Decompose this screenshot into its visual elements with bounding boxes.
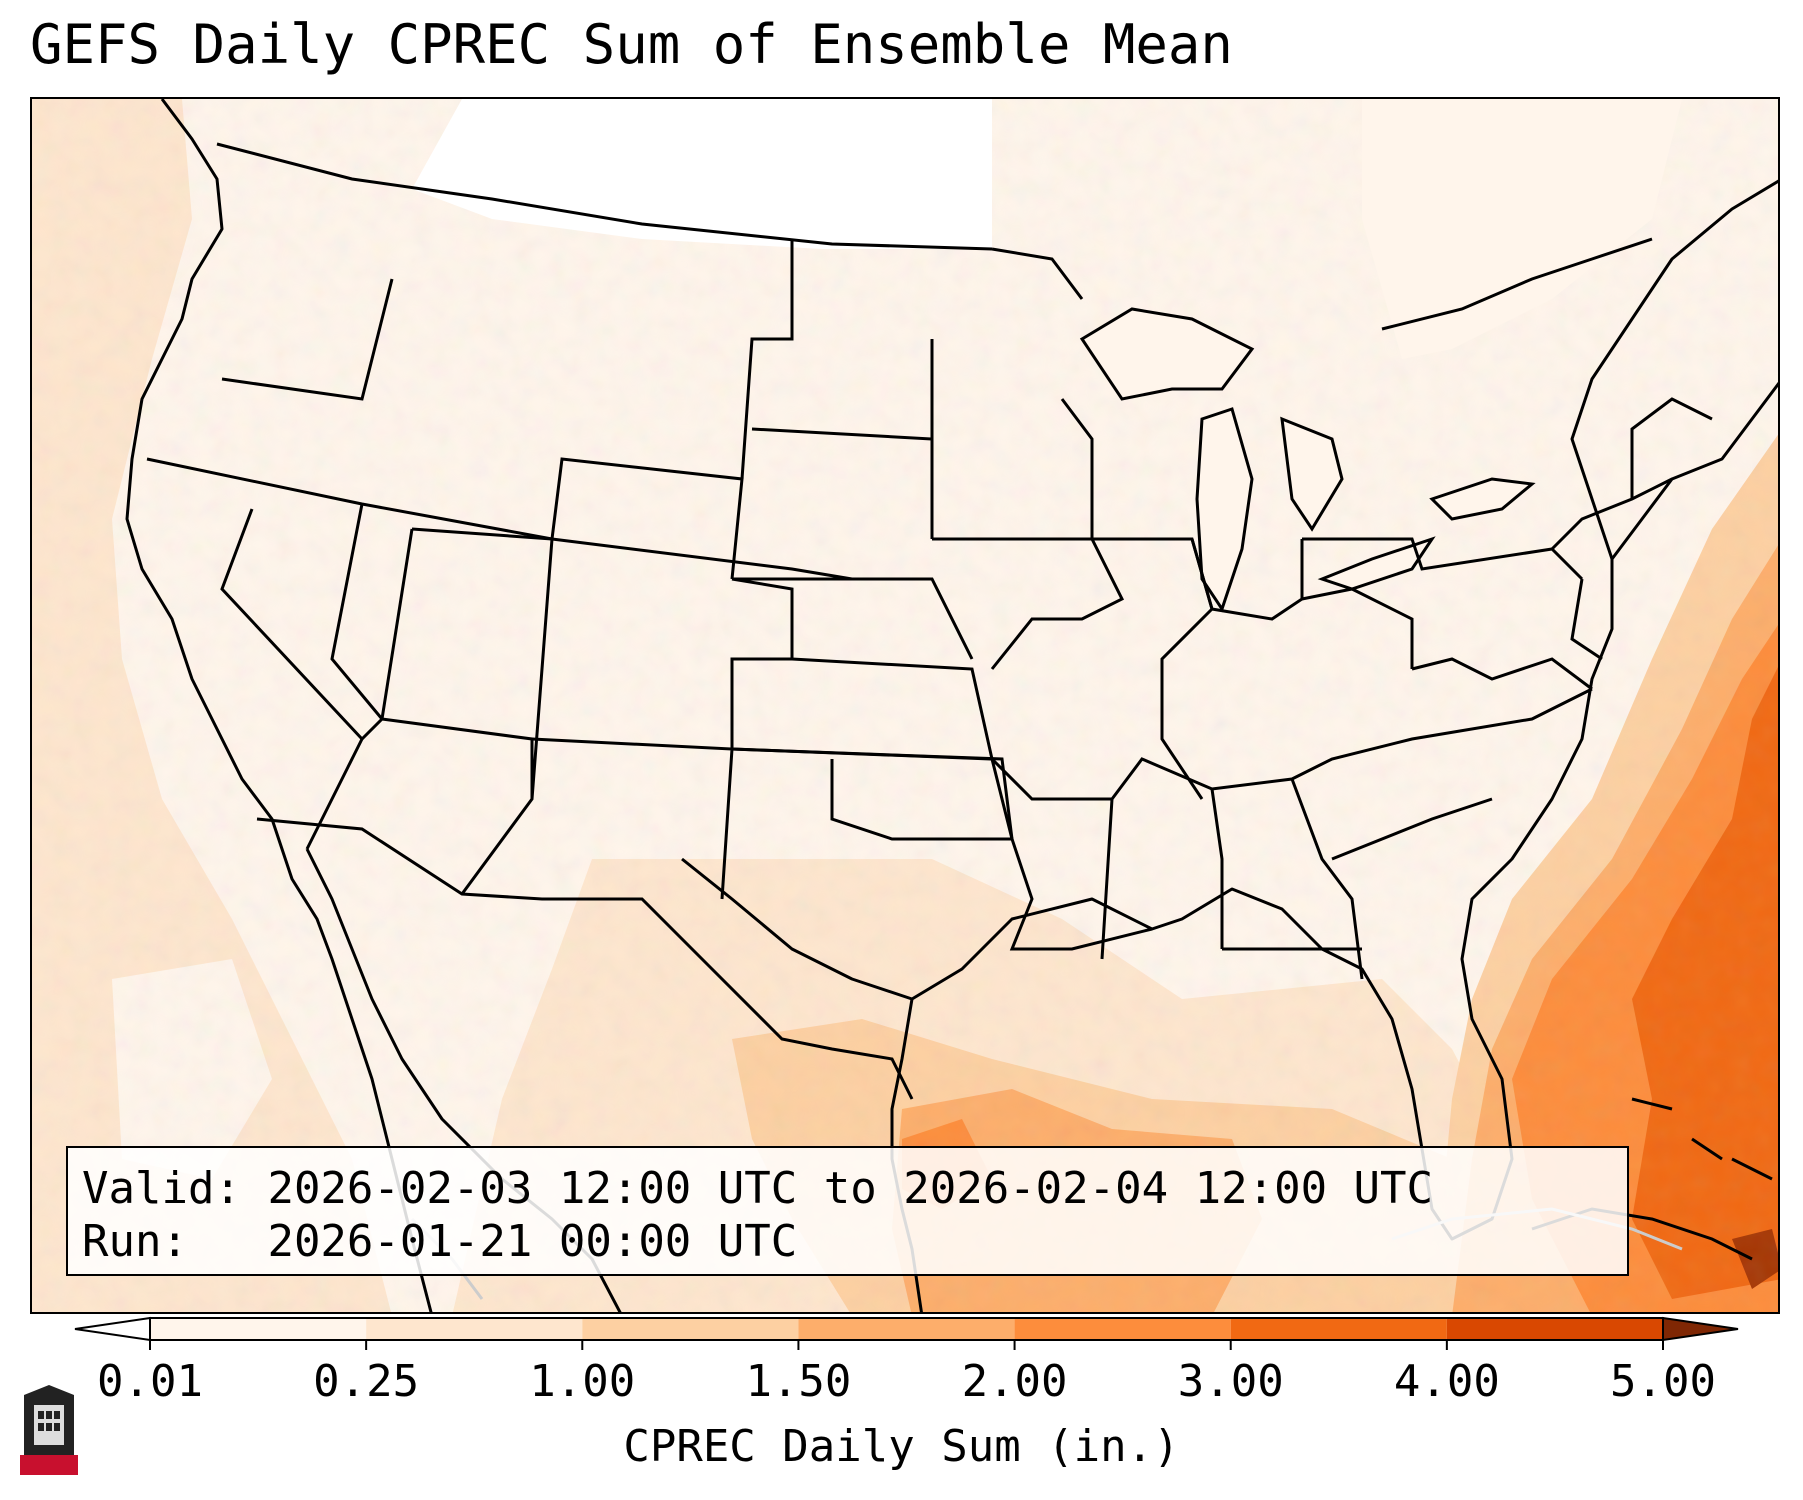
colorbar-segment [1446, 1318, 1663, 1340]
info-box: Valid: 2026-02-03 12:00 UTC to 2026-02-0… [66, 1146, 1629, 1276]
colorbar-tick-label: 3.00 [1177, 1356, 1284, 1407]
colorbar-tick-label: 0.25 [313, 1356, 420, 1407]
colorbar-segment [582, 1318, 799, 1340]
colorbar-tick-label: 0.01 [97, 1356, 203, 1407]
colorbar [74, 1316, 1739, 1350]
colorbar-segment [366, 1318, 583, 1340]
colorbar-tick-label: 1.00 [529, 1356, 636, 1407]
colorbar-segment [798, 1318, 1015, 1340]
colorbar-tick-label: 2.00 [961, 1356, 1068, 1407]
country-borders [216, 142, 1653, 1100]
colorbar-segment [1014, 1318, 1231, 1340]
colorbar-tick-label: 1.50 [745, 1356, 852, 1407]
valid-value: 2026-02-03 12:00 UTC to 2026-02-04 12:00… [267, 1163, 1434, 1214]
colorbar-label: CPREC Daily Sum (in.) [623, 1421, 1180, 1472]
colorbar-tick-label: 5.00 [1610, 1356, 1716, 1407]
canada-white-east [1362, 99, 1682, 359]
precip-map [30, 97, 1780, 1314]
colorbar-over-extend [1662, 1316, 1739, 1342]
colorbar-tick-label: 4.00 [1393, 1356, 1500, 1407]
niu-logo [20, 1385, 78, 1475]
colorbar-under-extend [74, 1316, 151, 1342]
colorbar-frame [149, 1317, 1664, 1341]
logo-banner [20, 1455, 78, 1475]
canada-white [412, 99, 992, 249]
map-canvas [32, 99, 1778, 1312]
colorbar-segment [1230, 1318, 1447, 1340]
valid-label: Valid: [82, 1163, 241, 1214]
state-borders [146, 239, 1713, 980]
colorbar-segment [150, 1318, 367, 1340]
run-value: 2026-01-21 00:00 UTC [267, 1216, 798, 1267]
map-title: GEFS Daily CPREC Sum of Ensemble Mean [30, 13, 1233, 76]
great-lakes [1079, 307, 1536, 613]
run-label: Run: [82, 1216, 188, 1267]
